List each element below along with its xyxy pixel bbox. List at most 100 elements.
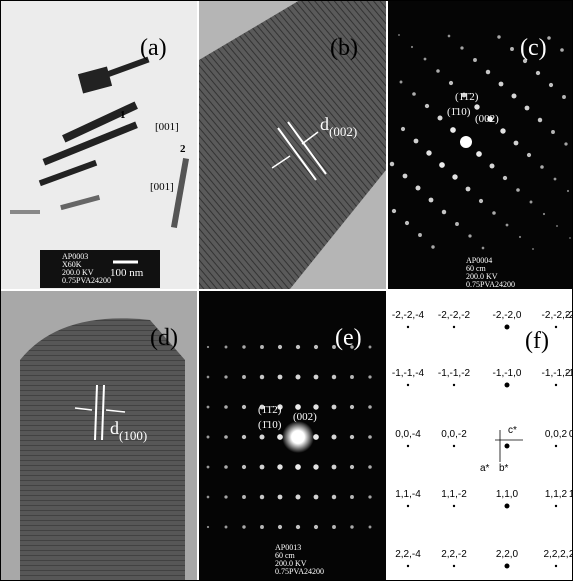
diffraction-spot: [418, 233, 422, 237]
diffraction-spot: [295, 404, 301, 410]
diffraction-spot: [392, 209, 396, 213]
diffraction-spot: [452, 174, 457, 179]
diffraction-spot: [207, 496, 210, 499]
lattice-point: [453, 505, 455, 507]
diffraction-spot: [455, 222, 459, 226]
panel-c: (c) (1̄1̄2) (1̄10) (002) AP0004 60 cm 20…: [388, 0, 573, 289]
diffraction-spot: [530, 201, 533, 204]
index-label: 1,1,0: [496, 489, 519, 500]
diffraction-spot: [368, 375, 371, 378]
diffraction-spot: [224, 465, 228, 469]
diffraction-spot: [350, 405, 354, 409]
diffraction-spot: [390, 162, 394, 166]
diffraction-spot: [225, 526, 228, 529]
index-label: 1,1,-4: [395, 489, 421, 500]
diffraction-spot: [350, 435, 354, 439]
diffraction-spot: [527, 153, 531, 157]
diffraction-spot: [224, 375, 227, 378]
diffraction-spot: [414, 139, 419, 144]
diffraction-spot: [278, 345, 282, 349]
diffraction-spot: [503, 176, 507, 180]
diffraction-spot: [562, 95, 566, 99]
lattice-point: [555, 505, 557, 507]
diffraction-spot: [512, 94, 517, 99]
diffraction-spot: [313, 464, 318, 469]
diffraction-spot: [260, 495, 264, 499]
diffraction-spot: [278, 525, 282, 529]
diffraction-spot: [425, 104, 429, 108]
index-label: -1,-1,-2: [438, 368, 471, 379]
direction-label: [001]: [150, 181, 174, 193]
lattice-point: [407, 326, 409, 328]
panel-e: (e) (1̄1̄2) (1̄10) (002) AP0013 60 cm 20…: [199, 291, 386, 581]
diffraction-spot: [514, 141, 519, 146]
lattice: [20, 318, 185, 581]
panel-label: (c): [520, 35, 547, 61]
diffraction-spot: [313, 404, 318, 409]
lattice-point: [407, 565, 409, 567]
diffraction-spot: [207, 346, 209, 348]
diffraction-spot: [536, 71, 540, 75]
spacing-symbol: d: [320, 114, 329, 134]
lattice-point: [555, 326, 557, 328]
index-label: 2,2,-4: [395, 549, 421, 560]
lattice-point: [555, 384, 557, 386]
diffraction-spot: [332, 435, 337, 440]
diffraction-spot: [260, 525, 264, 529]
diffraction-spot: [207, 436, 210, 439]
spacing-symbol: d: [110, 418, 119, 438]
diffraction-spot: [492, 211, 496, 215]
spot-index: (1̄1̄2): [258, 404, 282, 416]
diffraction-spot: [442, 210, 446, 214]
diffraction-spot: [368, 405, 372, 409]
diffraction-spot: [332, 465, 337, 470]
panel-background: [0, 0, 197, 289]
diffraction-spot: [551, 130, 555, 134]
diffraction-spot: [242, 495, 246, 499]
lattice-point: [505, 504, 510, 509]
lattice-point: [453, 384, 455, 386]
index-label: -2,-2,-4: [392, 310, 425, 321]
diffraction-spot: [207, 376, 210, 379]
diffraction-spot: [242, 465, 246, 469]
info-text: 0.75PVA24200: [466, 280, 515, 289]
info-text: 0.75PVA24200: [275, 567, 324, 576]
diffraction-spot: [411, 46, 413, 48]
diffraction-spot: [260, 375, 264, 379]
diffraction-spot: [242, 525, 245, 528]
diffraction-spot: [449, 81, 453, 85]
diffraction-spot: [424, 58, 427, 61]
panel-label: (d): [150, 325, 178, 351]
diffraction-spot: [438, 116, 443, 121]
diffraction-spot: [468, 234, 471, 237]
axis-label: b*: [499, 463, 509, 474]
lattice-point: [505, 444, 510, 449]
spacing-index: (002): [329, 124, 357, 139]
diffraction-spot: [314, 375, 319, 380]
index-label: 0,0,2: [545, 429, 568, 440]
scale-bar-label: 100 nm: [110, 267, 144, 279]
index-label: -1,-1,0: [493, 368, 522, 379]
figure: (a) [001] 1 2 [001] AP0003 X60K 200.0 KV…: [0, 0, 573, 581]
diffraction-spot: [412, 92, 416, 96]
spacing-index: (100): [119, 428, 147, 443]
direction-label: [001]: [155, 121, 179, 133]
diffraction-spot: [500, 128, 505, 133]
diffraction-spot: [398, 34, 400, 36]
index-label: 1,1,2: [545, 489, 568, 500]
diffraction-spot: [296, 495, 301, 500]
diffraction-spot: [466, 187, 471, 192]
diffraction-spot: [277, 434, 283, 440]
diffraction-spot: [242, 435, 246, 439]
panel-d: (d) d(100): [0, 291, 197, 581]
diffraction-spot: [540, 165, 544, 169]
diffraction-spot: [350, 465, 354, 469]
diffraction-spot: [296, 525, 300, 529]
diffraction-spot: [556, 225, 558, 227]
diffraction-spot: [260, 435, 265, 440]
diffraction-spot: [207, 466, 210, 469]
lattice-point: [453, 445, 455, 447]
index-label: 2,2,0: [496, 549, 519, 560]
diffraction-spot: [416, 186, 421, 191]
spot-index: (1̄10): [447, 106, 471, 118]
